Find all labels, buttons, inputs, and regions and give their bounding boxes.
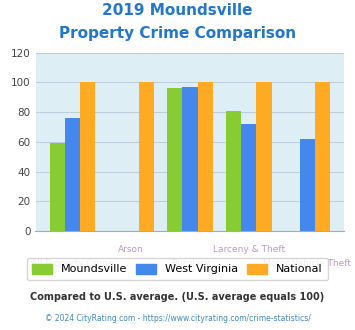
Text: © 2024 CityRating.com - https://www.cityrating.com/crime-statistics/: © 2024 CityRating.com - https://www.city… [45,314,310,323]
Text: Burglary: Burglary [171,259,209,268]
Text: Larceny & Theft: Larceny & Theft [213,245,285,254]
Bar [139,82,154,231]
Text: Compared to U.S. average. (U.S. average equals 100): Compared to U.S. average. (U.S. average … [31,292,324,302]
Bar [198,82,213,231]
Bar [50,143,65,231]
Text: All Property Crime: All Property Crime [31,259,114,268]
Bar [315,82,330,231]
Bar [167,88,182,231]
Bar [241,124,256,231]
Legend: Moundsville, West Virginia, National: Moundsville, West Virginia, National [27,258,328,280]
Text: Motor Vehicle Theft: Motor Vehicle Theft [263,259,351,268]
Bar [300,139,315,231]
Text: Arson: Arson [118,245,144,254]
Bar [65,118,80,231]
Bar [256,82,272,231]
Text: Property Crime Comparison: Property Crime Comparison [59,26,296,41]
Bar [182,87,198,231]
Bar [80,82,95,231]
Text: 2019 Moundsville: 2019 Moundsville [102,3,253,18]
Bar [226,111,241,231]
